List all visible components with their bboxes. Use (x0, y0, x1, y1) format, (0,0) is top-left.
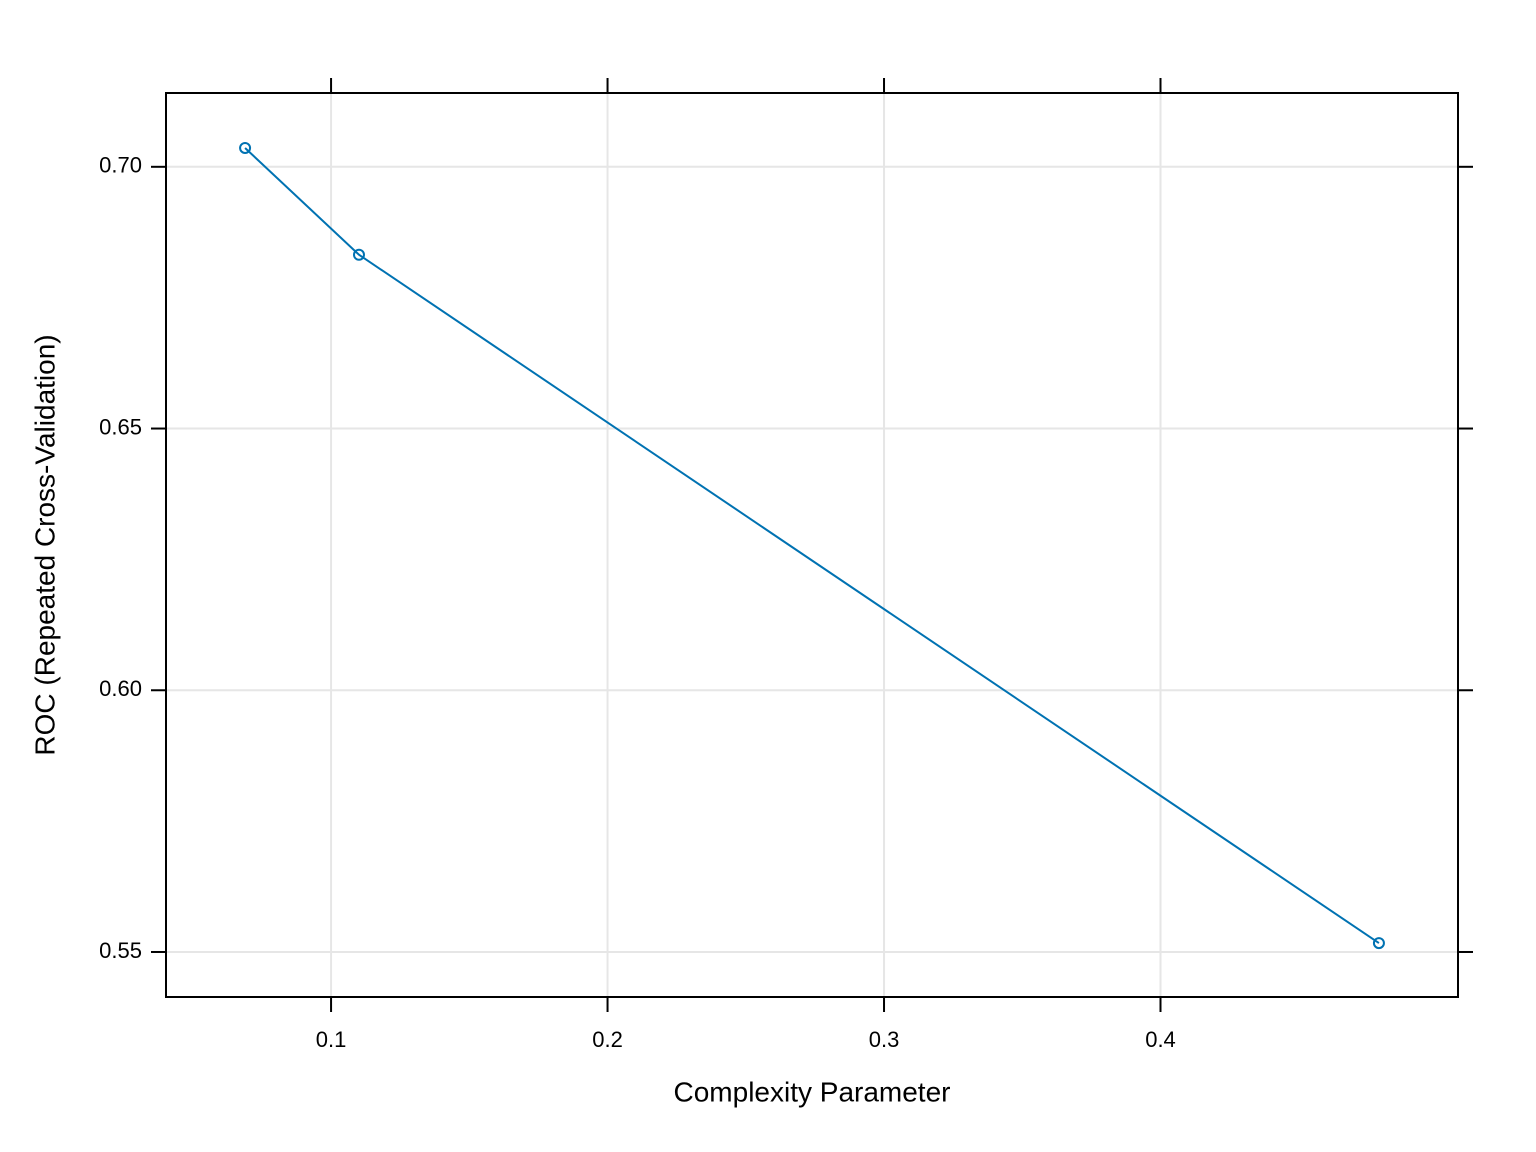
x-tick-label: 0.3 (869, 1027, 900, 1052)
plot-frame (165, 92, 1459, 998)
x-tick-label: 0.1 (316, 1027, 347, 1052)
y-tick-label: 0.55 (99, 938, 142, 963)
y-axis-label: ROC (Repeated Cross-Validation) (29, 334, 60, 755)
y-tick-label: 0.65 (99, 414, 142, 439)
y-tick-label: 0.70 (99, 153, 142, 178)
x-tick-label: 0.4 (1145, 1027, 1176, 1052)
x-tick-label: 0.2 (592, 1027, 623, 1052)
point (1372, 937, 1385, 950)
line (244, 147, 1380, 944)
x-axis-label: Complexity Parameter (674, 1076, 951, 1107)
point (239, 141, 252, 154)
y-tick-label: 0.60 (99, 676, 142, 701)
point (352, 248, 365, 261)
